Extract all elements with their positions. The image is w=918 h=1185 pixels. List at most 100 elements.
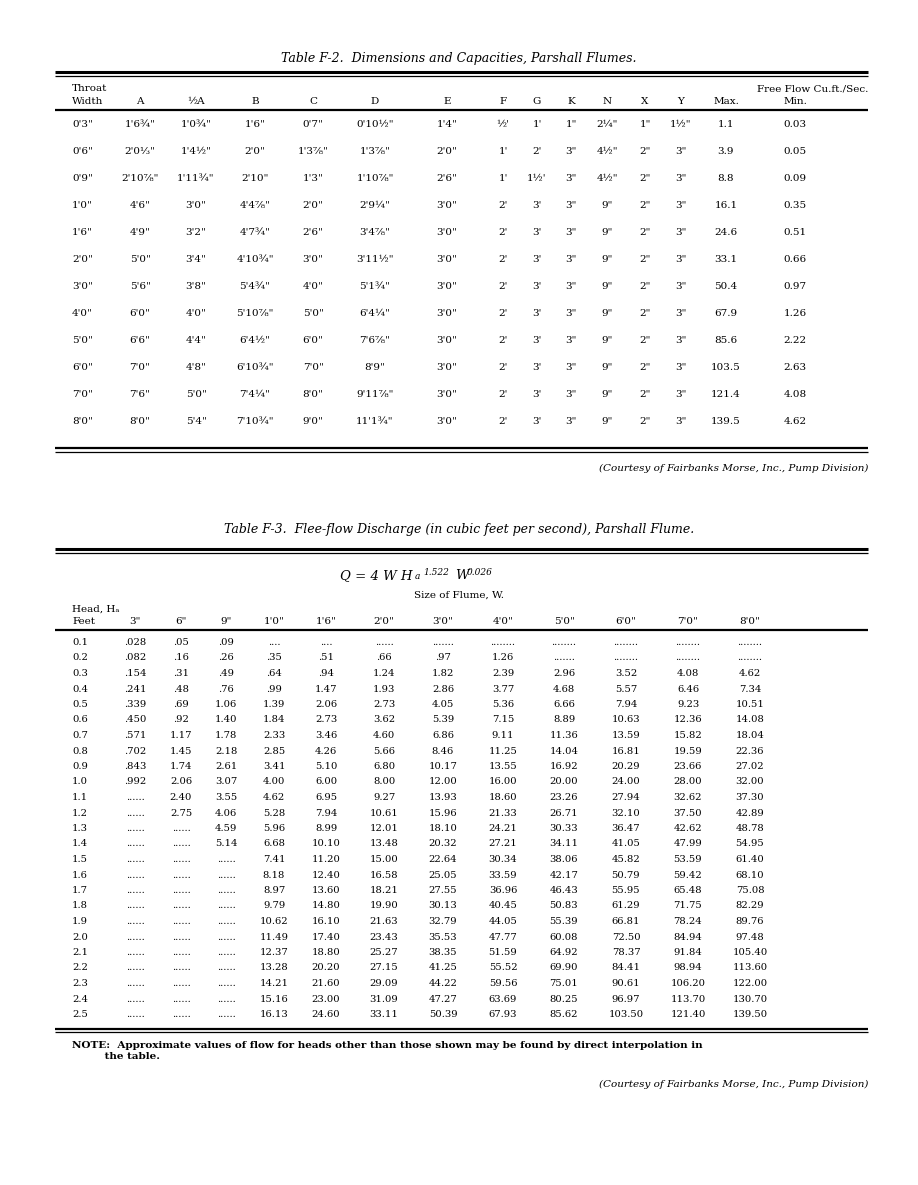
Text: W: W <box>455 569 468 582</box>
Text: 8.97: 8.97 <box>263 886 285 895</box>
Text: 0.5: 0.5 <box>72 700 88 709</box>
Text: 6'10¾": 6'10¾" <box>236 363 274 372</box>
Text: 8'0": 8'0" <box>129 417 151 425</box>
Text: 37.30: 37.30 <box>735 793 765 802</box>
Text: 4'4⅞": 4'4⅞" <box>240 201 271 210</box>
Text: 8'0": 8'0" <box>72 417 93 425</box>
Text: 3": 3" <box>676 417 687 425</box>
Text: 4.00: 4.00 <box>263 777 285 787</box>
Text: 23.66: 23.66 <box>674 762 702 771</box>
Text: 9'11⅞": 9'11⅞" <box>356 390 394 399</box>
Text: 1'0": 1'0" <box>263 617 285 626</box>
Text: 1'4": 1'4" <box>437 120 457 129</box>
Text: 85.6: 85.6 <box>714 337 737 345</box>
Text: ½': ½' <box>497 120 509 129</box>
Text: 1.06: 1.06 <box>215 700 237 709</box>
Text: 5.66: 5.66 <box>373 747 395 756</box>
Text: 2'9¼": 2'9¼" <box>360 201 390 210</box>
Text: Feet: Feet <box>72 617 95 626</box>
Text: 1'6": 1'6" <box>72 228 93 237</box>
Text: 1.8: 1.8 <box>72 902 88 910</box>
Text: 1': 1' <box>498 147 508 156</box>
Text: 0.2: 0.2 <box>72 653 88 662</box>
Text: 7.34: 7.34 <box>739 685 761 693</box>
Text: ......: ...... <box>126 871 144 879</box>
Text: 22.64: 22.64 <box>429 856 457 864</box>
Text: 9": 9" <box>601 201 612 210</box>
Text: .702: .702 <box>124 747 146 756</box>
Text: 2": 2" <box>639 255 651 264</box>
Text: 44.05: 44.05 <box>488 917 518 925</box>
Text: 2.96: 2.96 <box>553 670 575 678</box>
Text: 8'9": 8'9" <box>364 363 386 372</box>
Text: 27.15: 27.15 <box>370 963 398 973</box>
Text: 2.61: 2.61 <box>215 762 237 771</box>
Text: 1.9: 1.9 <box>72 917 88 925</box>
Text: 2': 2' <box>532 147 542 156</box>
Text: 4.62: 4.62 <box>783 417 807 425</box>
Text: 6": 6" <box>175 617 186 626</box>
Text: 16.13: 16.13 <box>260 1010 288 1019</box>
Text: 18.80: 18.80 <box>311 948 341 957</box>
Text: ......: ...... <box>217 856 235 864</box>
Text: 5'0": 5'0" <box>185 390 207 399</box>
Text: 2': 2' <box>498 282 508 292</box>
Text: 7'0": 7'0" <box>303 363 323 372</box>
Text: 1.47: 1.47 <box>315 685 337 693</box>
Text: 3": 3" <box>676 174 687 182</box>
Text: 27.02: 27.02 <box>735 762 765 771</box>
Text: ........: ........ <box>676 638 700 647</box>
Text: 12.01: 12.01 <box>370 824 398 833</box>
Text: ......: ...... <box>172 963 190 973</box>
Text: 37.50: 37.50 <box>674 808 702 818</box>
Text: 1'10⅞": 1'10⅞" <box>356 174 394 182</box>
Text: Size of Flume, W.: Size of Flume, W. <box>414 591 504 600</box>
Text: C: C <box>309 97 317 105</box>
Text: 6'0": 6'0" <box>72 363 93 372</box>
Text: 22.36: 22.36 <box>735 747 765 756</box>
Text: 50.4: 50.4 <box>714 282 737 292</box>
Text: ......: ...... <box>172 948 190 957</box>
Text: 3.41: 3.41 <box>263 762 285 771</box>
Text: 106.20: 106.20 <box>670 979 706 988</box>
Text: 1'3⅞": 1'3⅞" <box>360 147 390 156</box>
Text: 32.10: 32.10 <box>611 808 641 818</box>
Text: ........: ........ <box>552 638 577 647</box>
Text: 20.32: 20.32 <box>429 839 457 848</box>
Text: 24.60: 24.60 <box>312 1010 341 1019</box>
Text: 9": 9" <box>601 255 612 264</box>
Text: 14.21: 14.21 <box>260 979 288 988</box>
Text: 38.35: 38.35 <box>429 948 457 957</box>
Text: 1.78: 1.78 <box>215 731 237 739</box>
Text: 1': 1' <box>532 120 542 129</box>
Text: 30.33: 30.33 <box>550 824 578 833</box>
Text: 67.9: 67.9 <box>714 309 737 318</box>
Text: 14.80: 14.80 <box>311 902 341 910</box>
Text: 66.81: 66.81 <box>611 917 640 925</box>
Text: 2¼": 2¼" <box>597 120 618 129</box>
Text: 2": 2" <box>639 337 651 345</box>
Text: 89.76: 89.76 <box>735 917 765 925</box>
Text: 19.59: 19.59 <box>674 747 702 756</box>
Text: ........: ........ <box>613 638 639 647</box>
Text: 2'0": 2'0" <box>374 617 395 626</box>
Text: 16.58: 16.58 <box>370 871 398 879</box>
Text: 3": 3" <box>565 282 577 292</box>
Text: 18.60: 18.60 <box>488 793 518 802</box>
Text: 33.11: 33.11 <box>370 1010 398 1019</box>
Text: 1.7: 1.7 <box>72 886 88 895</box>
Text: N: N <box>602 97 611 105</box>
Text: 1'11¾": 1'11¾" <box>177 174 215 182</box>
Text: 0.9: 0.9 <box>72 762 88 771</box>
Text: 6.66: 6.66 <box>553 700 575 709</box>
Text: 3'0": 3'0" <box>437 337 457 345</box>
Text: 2': 2' <box>498 417 508 425</box>
Text: 3": 3" <box>565 174 577 182</box>
Text: 6.68: 6.68 <box>263 839 285 848</box>
Text: ½A: ½A <box>187 97 205 105</box>
Text: 7'0": 7'0" <box>72 390 93 399</box>
Text: 1½': 1½' <box>527 174 547 182</box>
Text: (Courtesy of Fairbanks Morse, Inc., Pump Division): (Courtesy of Fairbanks Morse, Inc., Pump… <box>599 465 868 473</box>
Text: 25.27: 25.27 <box>370 948 398 957</box>
Text: 34.11: 34.11 <box>550 839 578 848</box>
